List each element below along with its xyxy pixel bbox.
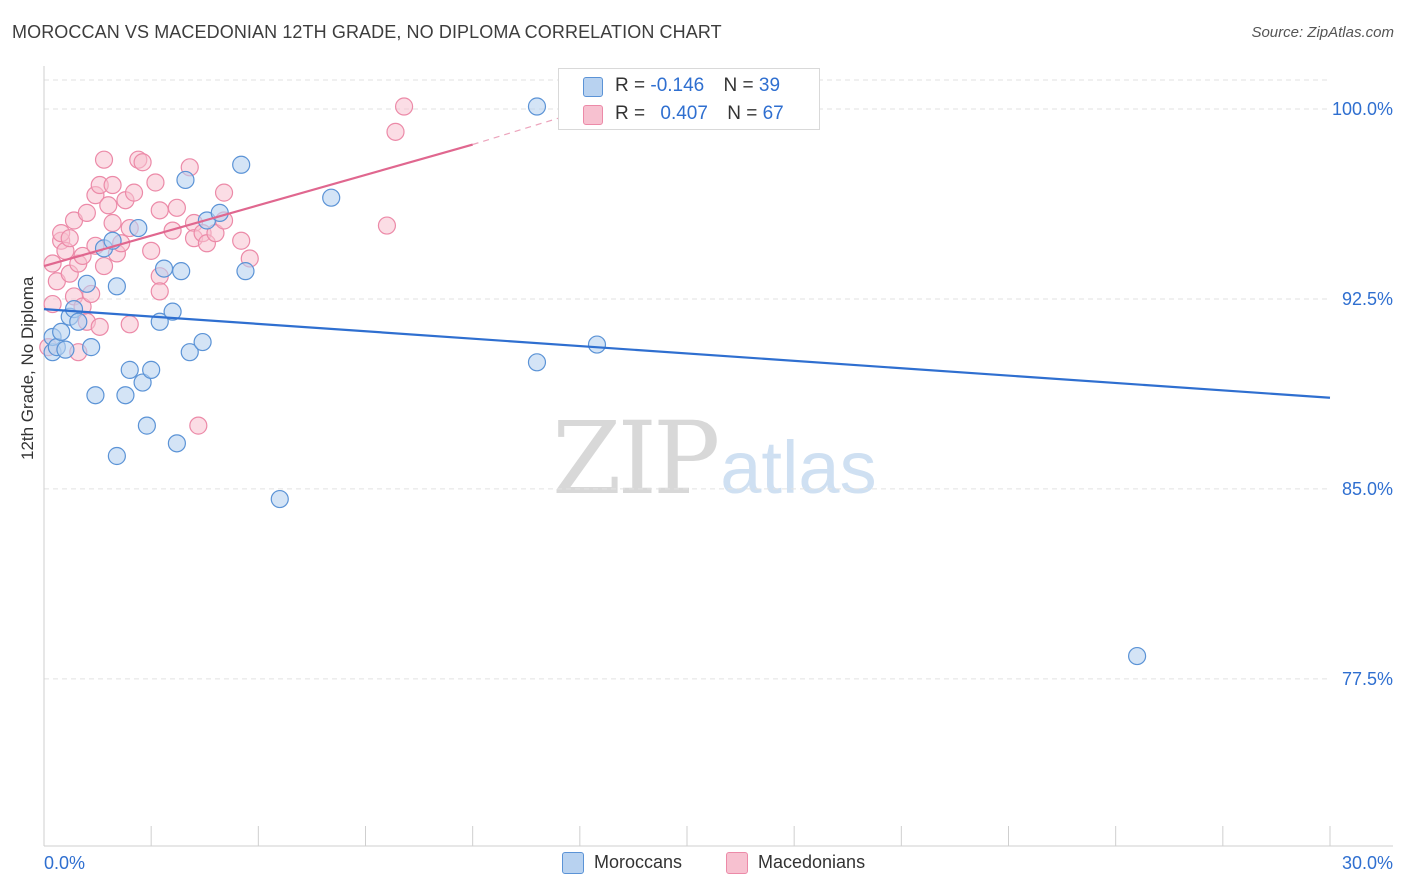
macedonian-point [214,183,234,202]
bottom-legend-swatch-moroccans [562,852,584,875]
macedonian-point [103,175,122,195]
moroccan-point [77,274,96,293]
macedonian-point [94,256,114,276]
moroccan-point [1127,646,1147,666]
legend-n-label: N = [723,75,759,96]
x-tick-label-min: 0.0% [44,853,85,873]
moroccan-point [82,338,101,357]
moroccan-point [56,340,75,359]
chart-title: MOROCCAN VS MACEDONIAN 12TH GRADE, NO DI… [12,22,722,42]
macedonian-point [150,201,169,220]
legend-r-label: R = [615,103,651,124]
bottom-legend-moroccans: Moroccans [562,852,682,876]
macedonian-point [124,183,144,202]
macedonian-point [43,294,62,314]
moroccan-point [142,360,161,379]
moroccan-point [527,353,547,372]
bottom-legend-label-macedonians: Macedonians [758,852,866,872]
moroccan-point [154,259,174,278]
macedonian-point [77,203,96,222]
legend-n-value-moroccans: 39 [758,75,781,96]
moroccan-point [180,343,199,362]
macedonian-point [232,231,251,250]
macedonian-trendline [43,143,473,268]
y-tick-label: 100.0% [1332,99,1393,119]
moroccan-point [270,489,289,509]
macedonian-point [377,216,397,235]
macedonian-point [189,416,208,435]
moroccan-point [587,335,607,354]
legend-r-label: R = [615,75,651,96]
moroccan-point [167,434,186,453]
macedonian-point [90,317,109,336]
moroccan-point [172,262,191,281]
moroccan-point [86,386,105,405]
legend-r-value-macedonians: 0.407 [660,103,708,124]
moroccan-point [129,218,148,238]
macedonian-point [386,122,405,141]
macedonian-point [103,213,122,233]
y-axis-label: 12th Grade, No Diploma [18,276,37,460]
macedonian-point [146,173,165,192]
bottom-legend-label-moroccans: Moroccans [594,852,683,872]
watermark-atlas: atlas [720,426,877,509]
macedonian-point [60,229,79,248]
y-tick-label: 85.0% [1342,479,1393,499]
x-tick-label-max: 30.0% [1342,853,1393,873]
moroccan-point [163,302,182,321]
legend-n-label: N = [727,103,763,124]
moroccan-point [322,188,341,207]
macedonian-point [394,97,414,116]
legend-r-value-moroccans: -0.146 [650,75,705,96]
macedonian-point [206,224,225,243]
moroccan-point [52,322,71,342]
macedonian-point [99,196,118,215]
moroccan-point [232,155,251,174]
y-tick-label: 92.5% [1342,289,1393,309]
moroccan-point [137,416,156,435]
macedonian-point [133,153,152,172]
macedonian-point [150,282,169,301]
source-label: Source: ZipAtlas.com [1251,24,1394,41]
moroccan-point [120,360,139,379]
moroccan-point [193,332,212,352]
moroccan-trendline [43,308,1331,399]
moroccan-point [107,277,126,296]
moroccan-point [133,373,152,392]
moroccan-point [236,262,255,281]
y-tick-label: 77.5% [1342,669,1393,689]
moroccan-point [116,386,135,405]
correlation-legend: R = -0.146 N = 39 R = 0.407 N = 67 [558,68,820,130]
legend-swatch-moroccans [583,77,603,97]
bottom-legend-macedonians: Macedonians [726,852,865,876]
moroccan-point [107,446,126,466]
macedonian-point [120,315,139,334]
watermark: ZIPatlas [552,400,877,517]
watermark-zip: ZIP [552,400,720,517]
macedonian-point [167,198,186,217]
moroccan-point [69,312,88,331]
macedonian-point [94,150,114,169]
moroccan-point [176,170,195,190]
bottom-legend-swatch-macedonians [726,852,748,875]
legend-swatch-macedonians [583,105,603,125]
moroccan-point [527,97,547,116]
legend-n-value-macedonians: 67 [762,103,784,124]
macedonian-point [142,241,161,260]
